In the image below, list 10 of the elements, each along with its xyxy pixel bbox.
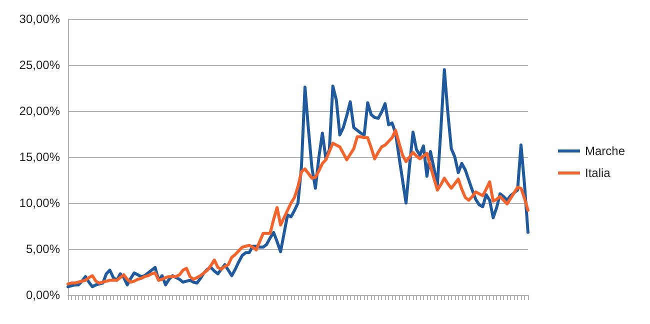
y-tick-label: 5,00% [26,242,60,256]
y-tick-label: 0,00% [26,288,60,302]
line-series [66,128,530,286]
y-tick-label: 15,00% [19,150,60,164]
y-tick-label: 20,00% [19,104,60,118]
legend-label: Marche [584,144,626,158]
legend-label: Italia [584,166,611,180]
y-tick-label: 30,00% [19,12,60,26]
y-tick-label: 25,00% [19,58,60,72]
y-tick-label: 10,00% [19,196,60,210]
